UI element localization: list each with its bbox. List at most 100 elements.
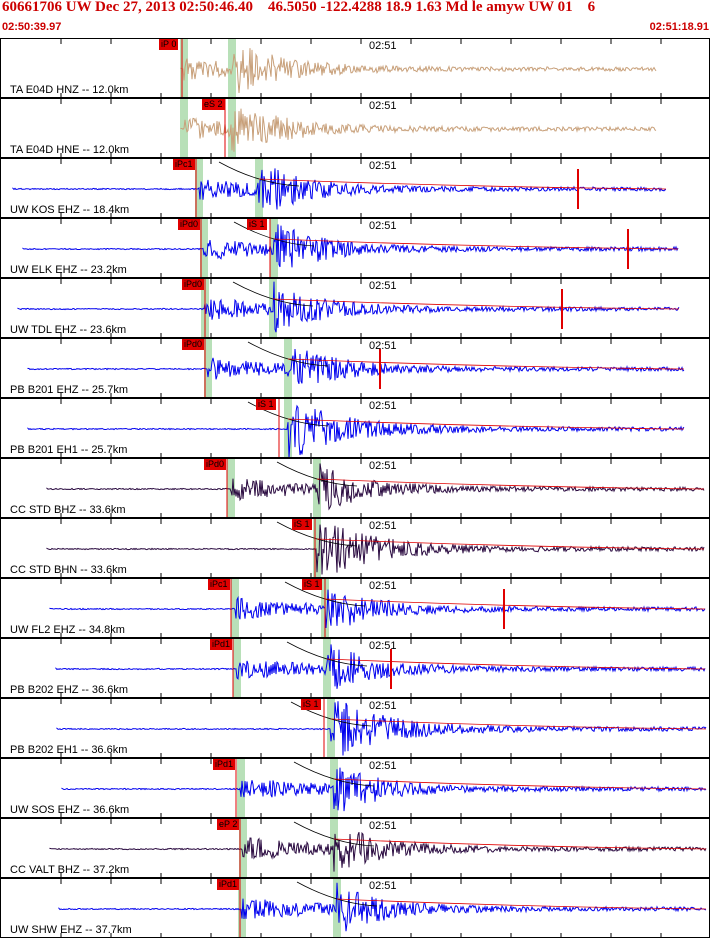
- waveform-trace: [17, 281, 680, 333]
- station-label: PB B201 EH1 -- 25.7km: [10, 444, 128, 456]
- coda-envelope: [324, 598, 706, 610]
- time-label: 02:51: [369, 520, 397, 532]
- station-label: CC STD BHN -- 33.6km: [10, 564, 127, 576]
- seismogram-panel[interactable]: 02:51 iPd1 PB B202 EHZ -- 36.6km: [0, 638, 710, 698]
- coda-envelope: [333, 778, 707, 790]
- coda-envelope: [316, 538, 705, 550]
- end-time: 02:51:18.91: [649, 21, 709, 33]
- seismogram-panel[interactable]: 02:51 iPd1 UW SHW EHZ -- 37.7km: [0, 878, 710, 938]
- waveform-trace: [12, 168, 667, 210]
- waveform-trace: [46, 524, 705, 575]
- seismogram-panel[interactable]: 02:51 iPd0 CC STD BHZ -- 33.6km: [0, 458, 710, 518]
- station-label: CC VALT BHZ -- 37.2km: [10, 864, 130, 876]
- time-label: 02:51: [369, 340, 397, 352]
- coda-envelope: [287, 418, 685, 430]
- phase-window: [327, 699, 335, 757]
- phase-pick-tag[interactable]: eS 2: [202, 99, 225, 110]
- phase-window: [330, 819, 338, 877]
- waveform-plot: [60, 99, 662, 157]
- station-label: UW ELK EHZ -- 23.2km: [10, 264, 127, 276]
- phase-pick-tag[interactable]: iPc1: [208, 579, 230, 590]
- station-label: PB B202 EH1 -- 36.6km: [10, 744, 128, 756]
- waveform-trace: [27, 404, 685, 457]
- time-label: 02:51: [369, 460, 397, 472]
- phase-pick-tag[interactable]: iPd0: [178, 219, 201, 230]
- phase-window: [180, 39, 188, 97]
- seismogram-panel[interactable]: 02:51 iPd1 UW SOS EHZ -- 36.6km: [0, 758, 710, 818]
- phase-window: [227, 459, 235, 517]
- waveform-trace: [22, 224, 679, 268]
- time-label: 02:51: [369, 280, 397, 292]
- seismogram-panel[interactable]: 02:51 iS 1 PB B202 EH1 -- 36.6km: [0, 698, 710, 758]
- phase-pick-tag[interactable]: iP 0: [159, 39, 179, 50]
- phase-window: [231, 579, 239, 637]
- phase-window: [270, 219, 278, 277]
- phase-pick-tag[interactable]: iPd1: [210, 639, 233, 650]
- waveform-trace: [61, 767, 707, 812]
- phase-pick-tag[interactable]: iS 1: [292, 519, 312, 530]
- phase-window: [255, 159, 263, 217]
- time-label: 02:51: [369, 580, 397, 592]
- phase-window: [333, 879, 341, 937]
- time-label: 02:51: [369, 220, 397, 232]
- time-label: 02:51: [369, 640, 397, 652]
- phase-pick-tag[interactable]: iPd0: [204, 459, 227, 470]
- waveform-trace: [180, 108, 657, 152]
- time-label: 02:51: [369, 820, 397, 832]
- seismogram-panel[interactable]: 02:51 eP 2 CC VALT BHZ -- 37.2km: [0, 818, 710, 878]
- waveform-plot: [49, 819, 707, 877]
- time-label: 02:51: [369, 160, 397, 172]
- seismogram-panel[interactable]: 02:51 iP 0 TA E04D HNZ -- 12.0km: [0, 38, 710, 98]
- phase-window: [237, 759, 245, 817]
- coda-envelope: [272, 298, 680, 310]
- phase-pick-tag[interactable]: iPd1: [213, 759, 236, 770]
- waveform-trace: [49, 832, 707, 872]
- coda-envelope: [287, 358, 685, 370]
- seismogram-panel[interactable]: 02:51 iPd0 PB B201 EHZ -- 25.7km: [0, 338, 710, 398]
- phase-pick-tag[interactable]: iPd1: [217, 879, 240, 890]
- waveform-trace: [55, 644, 706, 689]
- phase-pick-tag[interactable]: iPd0: [182, 339, 205, 350]
- waveform-trace: [58, 882, 707, 932]
- seismogram-panels[interactable]: 02:51 iP 0 TA E04D HNZ -- 12.0km 02:51 eS 2 T…: [0, 38, 711, 938]
- time-label: 02:51: [369, 100, 397, 112]
- waveform-plot: [56, 699, 707, 757]
- start-time: 02:50:39.97: [2, 21, 62, 33]
- time-label: 02:51: [369, 40, 397, 52]
- station-label: UW SHW EHZ -- 37.7km: [10, 924, 132, 936]
- phase-pick-tag[interactable]: iS 1: [256, 399, 276, 410]
- phase-pick-tag[interactable]: iS 1: [302, 579, 322, 590]
- phase-pick-tag[interactable]: iS 1: [301, 699, 321, 710]
- waveform-trace: [180, 48, 657, 93]
- phase-pick-tag[interactable]: eP 2: [217, 819, 240, 830]
- seismogram-panel[interactable]: 02:51 iS 1 PB B201 EH1 -- 25.7km: [0, 398, 710, 458]
- waveform-plot: [46, 459, 705, 517]
- header: 60661706 UW Dec 27, 2013 02:50:46.40 46.…: [0, 0, 711, 38]
- station-label: UW FL2 EHZ -- 34.8km: [10, 624, 125, 636]
- station-label: UW KOS EHZ -- 18.4km: [10, 204, 130, 216]
- waveform-plot: [12, 159, 667, 217]
- coda-envelope: [330, 718, 707, 730]
- seismogram-panel[interactable]: 02:51 iPd0 UW TDL EHZ -- 23.6km: [0, 278, 710, 338]
- coda-envelope: [336, 898, 707, 910]
- seismogram-panel[interactable]: 02:51 iPc1 UW KOS EHZ -- 18.4km: [0, 158, 710, 218]
- phase-pick-tag[interactable]: iS 1: [247, 219, 267, 230]
- seismogram-panel[interactable]: 02:51 iPd0 iS 1 UW ELK EHZ -- 23.2km: [0, 218, 710, 278]
- coda-envelope: [333, 838, 707, 850]
- seismogram-panel[interactable]: 02:51 iPc1 iS 1 UW FL2 EHZ -- 34.8km: [0, 578, 710, 638]
- seismogram-panel[interactable]: 02:51 iS 1 CC STD BHN -- 33.6km: [0, 518, 710, 578]
- station-label: PB B201 EHZ -- 25.7km: [10, 384, 128, 396]
- phase-pick-tag[interactable]: iPc1: [173, 159, 195, 170]
- coda-envelope: [258, 178, 667, 190]
- seismogram-panel[interactable]: 02:51 eS 2 TA E04D HNE -- 12.0km: [0, 98, 710, 158]
- event-title: 60661706 UW Dec 27, 2013 02:50:46.40 46.…: [2, 0, 596, 15]
- time-label: 02:51: [369, 400, 397, 412]
- phase-window: [233, 639, 241, 697]
- time-label: 02:51: [369, 700, 397, 712]
- waveform-plot: [58, 879, 707, 937]
- coda-envelope: [273, 238, 679, 250]
- phase-window: [284, 339, 292, 397]
- waveform-plot: [55, 639, 706, 697]
- phase-pick-tag[interactable]: iPd0: [182, 279, 205, 290]
- phase-window: [200, 219, 208, 277]
